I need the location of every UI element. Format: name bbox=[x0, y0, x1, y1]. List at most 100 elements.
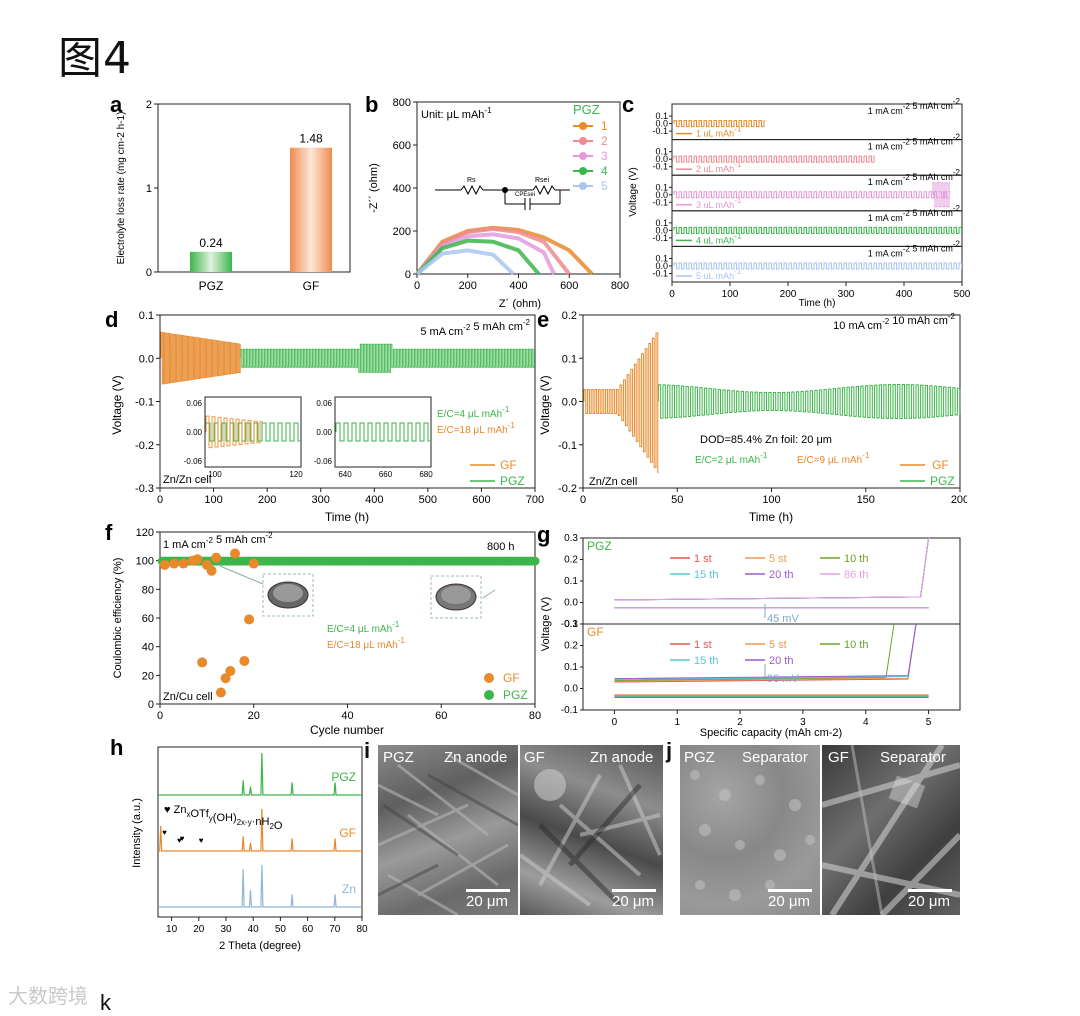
legend-label: 5 st bbox=[769, 639, 787, 651]
svg-text:Rsei: Rsei bbox=[535, 177, 549, 184]
panel-h-xrd-chart: h 10 20 30 40 50 60 70 80 2 Theta (degree) Intens… bbox=[110, 735, 368, 952]
x-tick-label: 0 bbox=[414, 280, 420, 292]
overpotential-label: 90 mV bbox=[767, 673, 799, 685]
y-tick-label: -0.1 bbox=[652, 268, 668, 278]
text-part: 5 mAh cm bbox=[910, 208, 953, 218]
x-tick-label: 200 bbox=[780, 289, 797, 300]
y-tick-label: -0.1 bbox=[135, 397, 154, 409]
y-axis-label: Electrolyte loss rate (mg cm-2 h-1) bbox=[116, 112, 127, 265]
bar-value-label: 1.48 bbox=[299, 132, 323, 146]
text-part: 3 uL mAh bbox=[696, 200, 734, 210]
x-tick-label: 500 bbox=[954, 289, 970, 300]
text-part: E/C=18 μL mAh bbox=[437, 425, 508, 436]
text-part: x bbox=[186, 810, 190, 819]
y-tick-label: 0.3 bbox=[564, 533, 578, 544]
y-tick-label: -0.1 bbox=[652, 162, 668, 172]
sub-panel-tag: GF bbox=[587, 625, 604, 639]
bar-pgz bbox=[190, 251, 232, 272]
x-tick-label: 200 bbox=[258, 494, 276, 506]
text-part: -1 bbox=[760, 451, 768, 460]
x-tick-label: 0 bbox=[612, 717, 618, 728]
gf-point bbox=[244, 614, 255, 625]
x-tick-label: 3 bbox=[800, 717, 806, 728]
condition-label: 5 mA cm-2 5 mAh cm-2 bbox=[420, 318, 530, 338]
text-part: -2 bbox=[903, 244, 911, 253]
overpotential-label: 45 mV bbox=[767, 613, 799, 625]
gf-point bbox=[248, 558, 259, 569]
heart-marker: ♥ bbox=[180, 834, 185, 843]
inset-x-tick-label: 680 bbox=[419, 470, 433, 479]
legend-marker bbox=[484, 690, 494, 700]
y-tick-label: 0.0 bbox=[564, 598, 578, 609]
x-tick-label: 1 bbox=[674, 717, 680, 728]
x-tick-label: 60 bbox=[435, 710, 447, 722]
y-tick-label: 0 bbox=[146, 267, 152, 279]
inset-frame bbox=[334, 396, 432, 468]
legend-label: 1 st bbox=[694, 553, 712, 565]
legend-marker bbox=[579, 152, 587, 160]
inset-trace-gf bbox=[205, 415, 263, 449]
inset-y-tick-label: 0.06 bbox=[316, 399, 332, 408]
y-tick-label: -0.1 bbox=[561, 619, 579, 630]
charge-curve bbox=[614, 623, 917, 680]
x-tick-label: GF bbox=[303, 279, 320, 293]
inset-y-tick-label: -0.06 bbox=[314, 457, 333, 466]
y-tick-label: 40 bbox=[142, 642, 154, 654]
legend-label: 3 uL mAh-1 bbox=[696, 196, 742, 210]
y-axis-label: Intensity (a.u.) bbox=[131, 798, 143, 868]
x-axis-label: Time (h) bbox=[799, 298, 836, 309]
ec-label-gf: E/C=18 μL mAh-1 bbox=[437, 421, 515, 436]
text-part: 5 mAh cm bbox=[910, 243, 953, 253]
text-part: 1 mA cm bbox=[163, 539, 206, 551]
heart-marker: ♥ bbox=[162, 828, 167, 837]
condition-label: 1 mA cm-2 5 mAh cm-2 bbox=[163, 531, 273, 551]
heart-marker: ♥ bbox=[199, 836, 204, 845]
voltage-trace-pgz bbox=[239, 343, 535, 373]
y-tick-label: -0.1 bbox=[561, 705, 579, 716]
legend-marker bbox=[484, 673, 494, 683]
figure-title: 图4 bbox=[58, 33, 132, 84]
x-axis-label: 2 Theta (degree) bbox=[219, 940, 301, 952]
text-part: 10 mAh cm bbox=[889, 315, 948, 327]
text-part: 1 mA cm bbox=[868, 106, 903, 116]
text-part: -2 bbox=[948, 312, 956, 321]
panel-e-voltage-chart: e 0 50 100 150 200 -0.2 -0.1 0.0 0.1 0.2 Time (h) V… bbox=[537, 307, 967, 524]
y-tick-label: -0.1 bbox=[652, 126, 668, 136]
scale-bar bbox=[768, 889, 812, 892]
y-tick-label: 0.1 bbox=[564, 576, 578, 587]
x-tick-label: 10 bbox=[166, 924, 178, 935]
y-tick-label: 2 bbox=[146, 99, 152, 111]
xrd-trace-zn bbox=[158, 864, 362, 908]
sem-label-gf-separator: GF bbox=[828, 749, 849, 766]
legend-label: 15 th bbox=[694, 569, 718, 581]
y-tick-label: 20 bbox=[142, 670, 154, 682]
y-tick-label: 0.0 bbox=[655, 190, 668, 200]
y-tick-label: 800 bbox=[393, 97, 411, 109]
y-tick-label: 80 bbox=[142, 584, 154, 596]
legend-label: 10 th bbox=[844, 639, 868, 651]
text-part: 10 mA cm bbox=[833, 320, 882, 332]
text-part: ♥ bbox=[164, 804, 174, 816]
condition-label: 1 mA cm-2 5 mAh cm-2 bbox=[868, 204, 961, 223]
x-tick-label: 400 bbox=[896, 289, 913, 300]
text-part: E/C=18 μL mAh bbox=[327, 640, 398, 651]
y-axis-label: -Z´´ (ohm) bbox=[368, 163, 380, 213]
y-tick-label: 0.1 bbox=[655, 218, 668, 228]
voltage-trace-gf bbox=[160, 331, 241, 385]
gf-point bbox=[220, 673, 231, 684]
y-tick-label: 0.3 bbox=[564, 619, 578, 630]
inset-x-tick-label: 660 bbox=[379, 470, 393, 479]
ec-label-pgz: E/C=4 μL mAh-1 bbox=[437, 405, 510, 420]
x-tick-label: 60 bbox=[302, 924, 314, 935]
text-part: (OH) bbox=[213, 812, 237, 824]
voltage-trace-pgz bbox=[657, 384, 961, 419]
y-tick-label: -0.2 bbox=[135, 440, 154, 452]
voltage-trace-spike bbox=[932, 182, 951, 208]
sem-title-zn-anode-gf: Zn anode bbox=[590, 749, 654, 766]
legend-label: PGZ bbox=[500, 474, 525, 488]
xrd-trace-pgz bbox=[158, 752, 362, 796]
legend-label: PGZ bbox=[503, 688, 528, 702]
ec-label-gf: E/C=9 μL mAh-1 bbox=[797, 451, 870, 466]
legend-label: 1 st bbox=[694, 639, 712, 651]
scale-bar-label: 20 μm bbox=[908, 893, 950, 910]
